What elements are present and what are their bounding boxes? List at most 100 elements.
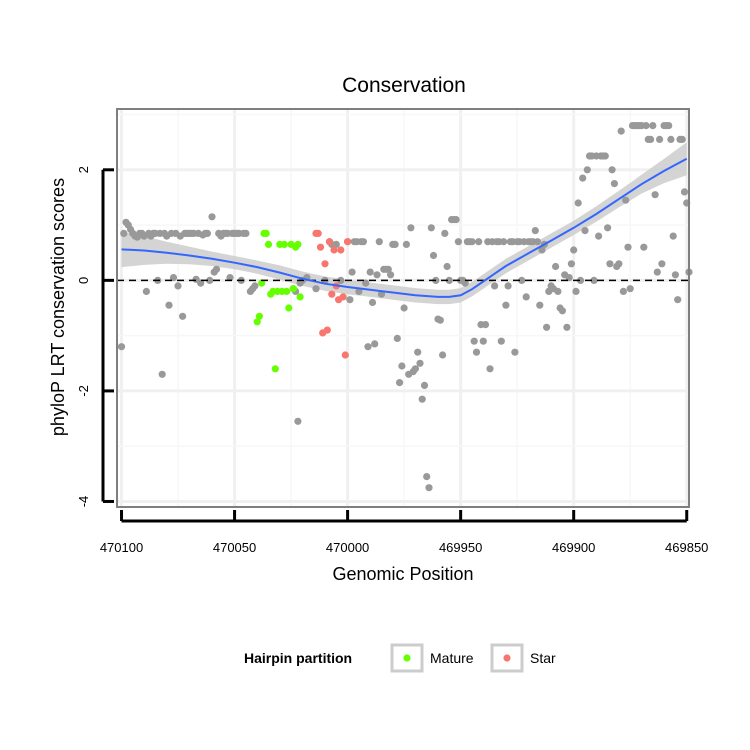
data-point-other [384, 265, 392, 273]
legend-swatch-mature [403, 654, 411, 662]
data-point-mature [296, 293, 304, 301]
data-point-other [420, 381, 429, 389]
data-point-other [348, 268, 356, 276]
x-tick-label: 470100 [100, 540, 143, 555]
data-point-other [576, 276, 585, 284]
data-point-other [364, 343, 372, 351]
data-point-other [658, 260, 666, 268]
data-point-other [651, 191, 659, 199]
data-point-mature [285, 304, 293, 312]
data-point-other [242, 229, 250, 237]
data-point-other [653, 268, 661, 276]
data-point-other [626, 285, 634, 293]
data-point-other [667, 135, 675, 143]
data-point-other [511, 348, 519, 356]
data-point-other [436, 316, 444, 324]
data-point-other [294, 417, 302, 425]
data-point-other [640, 243, 648, 251]
y-tick-label: 2 [76, 166, 91, 173]
data-point-other [120, 229, 128, 237]
data-point-star [328, 290, 336, 298]
data-point-other [398, 362, 406, 370]
data-point-other [226, 274, 234, 282]
x-tick-label: 469900 [552, 540, 595, 555]
data-point-other [619, 287, 628, 295]
data-point-other [402, 240, 410, 248]
data-point-other [665, 122, 673, 130]
data-point-other [624, 243, 632, 251]
data-point-other [583, 166, 591, 174]
data-point-other [680, 188, 689, 196]
data-point-other [610, 180, 619, 188]
data-point-other [554, 287, 562, 295]
data-point-other [393, 334, 401, 342]
data-point-other [567, 260, 576, 268]
y-tick-label: -2 [76, 385, 91, 397]
data-point-other [491, 282, 499, 290]
panel-border [116, 108, 690, 508]
data-point-other [538, 246, 546, 254]
data-point-other [414, 348, 422, 356]
data-point-other [203, 229, 211, 237]
data-point-other [617, 127, 625, 135]
data-point-other [407, 224, 415, 232]
data-point-other [572, 287, 580, 295]
data-point-other [197, 279, 205, 287]
data-point-other [377, 290, 386, 298]
data-point-mature [253, 318, 261, 326]
data-point-other [396, 379, 404, 387]
data-point-mature [255, 312, 263, 320]
legend-label-star: Star [530, 650, 556, 666]
data-point-other [418, 395, 426, 403]
data-point-other [647, 135, 655, 143]
data-point-other [425, 484, 433, 492]
legend-label-mature: Mature [430, 650, 474, 666]
data-point-other [445, 276, 453, 284]
x-tick-label: 470050 [213, 540, 256, 555]
data-point-other [570, 246, 578, 254]
data-point-other [581, 227, 589, 235]
data-point-other [518, 276, 526, 284]
data-point-other [579, 174, 587, 182]
data-point-other [574, 199, 582, 207]
data-point-other [604, 224, 612, 232]
data-point-other [359, 238, 367, 246]
smooth-confidence-band [121, 142, 687, 305]
data-point-other [468, 238, 476, 246]
data-point-other [563, 323, 571, 331]
data-point-mature [283, 287, 291, 295]
data-point-other [337, 276, 345, 284]
data-point-mature [262, 229, 270, 237]
data-point-other [373, 271, 381, 279]
data-point-other [461, 279, 469, 287]
data-point-star [337, 246, 345, 254]
data-point-other [429, 251, 438, 260]
data-point-other [558, 307, 567, 315]
data-point-other [362, 279, 370, 287]
plot-panel [116, 108, 693, 508]
data-point-other [371, 340, 379, 348]
data-point-other [502, 301, 510, 309]
data-point-other [312, 285, 320, 293]
data-point-mature [289, 285, 297, 293]
legend-key-star [490, 643, 524, 673]
data-point-other [206, 276, 214, 284]
data-point-other [470, 337, 478, 345]
data-point-star [316, 243, 325, 251]
data-point-other [500, 238, 508, 246]
data-point-other [533, 238, 542, 246]
data-point-other [165, 301, 173, 309]
data-point-other [504, 282, 512, 290]
chart-title: Conservation [342, 74, 466, 97]
data-point-star [325, 238, 334, 246]
data-point-star [314, 229, 322, 237]
data-point-other [536, 301, 544, 309]
data-point-other [375, 238, 383, 246]
x-axis: 470100 470050 470000 469950 469900 469850 [100, 510, 708, 555]
data-point-star [323, 326, 331, 334]
data-point-other [590, 276, 598, 284]
data-point-other [387, 271, 395, 279]
data-point-other [212, 265, 221, 273]
data-point-other [169, 274, 178, 282]
data-point-other [595, 232, 603, 240]
